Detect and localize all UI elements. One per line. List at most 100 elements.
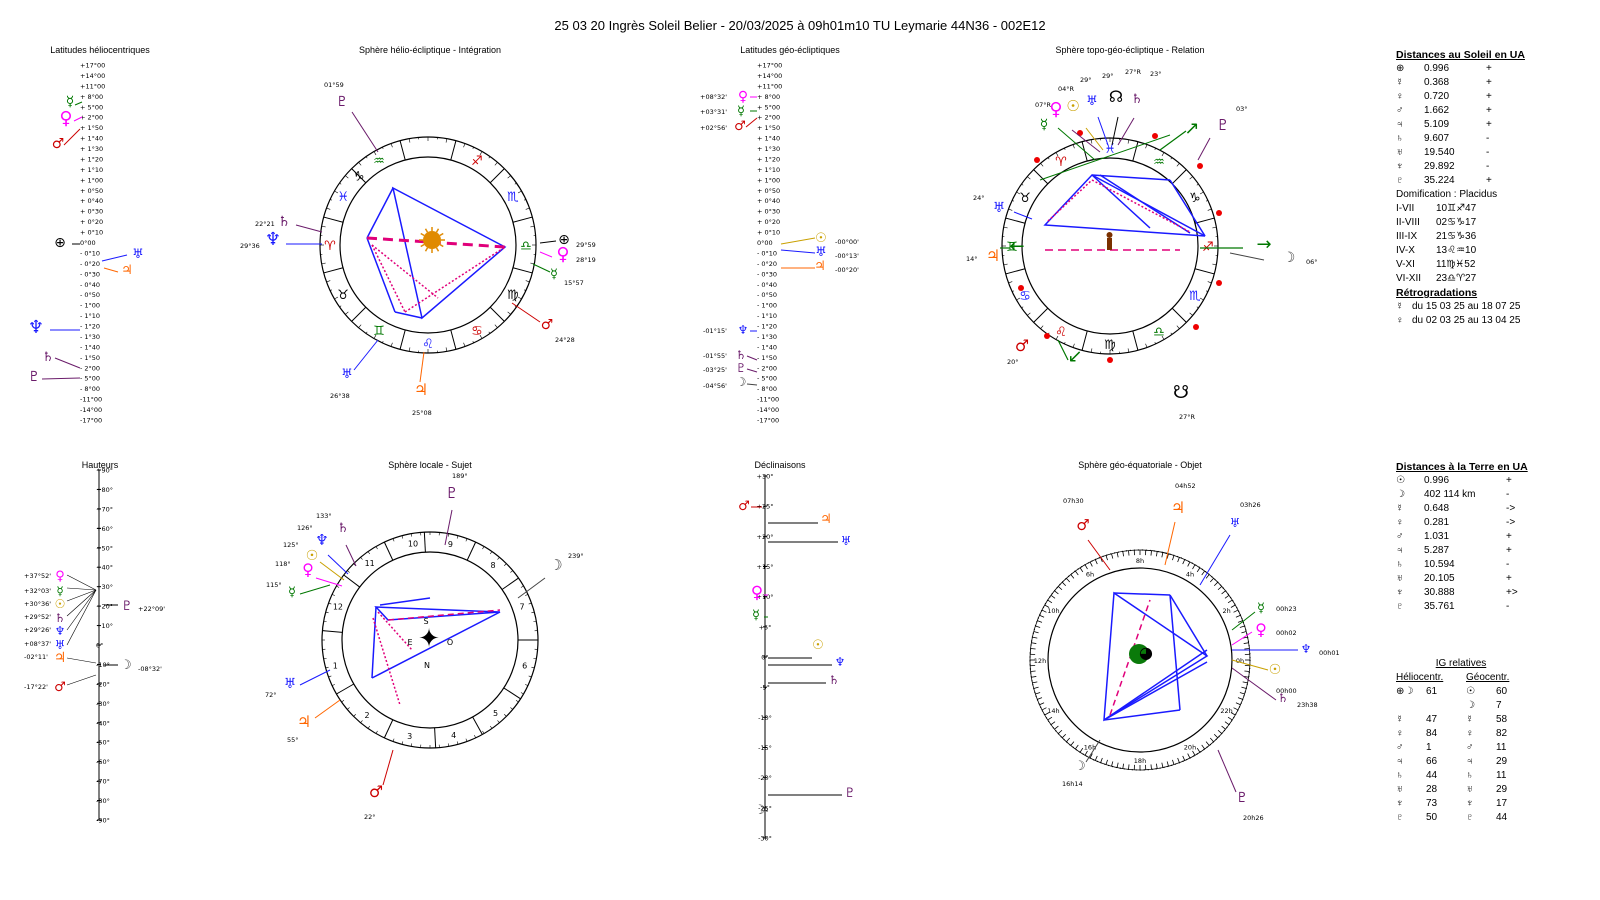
local-degree-tick <box>347 707 350 710</box>
equat-hour-tick <box>1230 712 1236 716</box>
topo-aspect-line <box>1091 174 1151 229</box>
local-house-division <box>383 719 394 739</box>
connector-line <box>353 339 379 371</box>
trend-sign: - <box>1506 601 1510 612</box>
equat-hour-tick <box>1122 763 1124 769</box>
equat-label: 00h23 <box>1276 605 1297 613</box>
helio-wheel-degree-tick <box>523 199 527 201</box>
helio-label: 15°57 <box>564 279 584 287</box>
local-degree-tick <box>474 735 476 739</box>
equat-hour-tick <box>1054 590 1059 595</box>
connector-line <box>1013 211 1033 220</box>
human-head <box>1106 232 1113 238</box>
local-degree-tick <box>489 725 493 729</box>
pluto-glyph: ♇ <box>445 484 458 502</box>
equat-hour-tick <box>1239 625 1245 628</box>
helio-value: 28 <box>1426 784 1438 795</box>
planet-glyph: ♄ <box>1396 559 1404 570</box>
equat-hour-tick <box>1239 692 1245 695</box>
ic-arrow-icon: ↙ <box>1067 346 1082 367</box>
topo-wheel-degree-tick <box>1016 191 1021 195</box>
helio-wheel-degree-tick <box>530 216 533 218</box>
helio-wheel-degree-tick <box>514 305 517 308</box>
equat-hour-tick <box>1084 564 1088 570</box>
trend-sign: + <box>1486 77 1492 88</box>
ig-row: ☿ 47 ☿ 58 <box>1396 713 1596 727</box>
helio-lat-tick-label: - 0°30 <box>80 270 100 278</box>
helio-value: 50 <box>1426 812 1438 823</box>
local-house-division <box>423 532 426 553</box>
equat-label: 00h01 <box>1319 649 1340 657</box>
local-label: 126° <box>297 524 313 532</box>
local-label: 22° <box>364 813 376 821</box>
connector-line <box>1085 739 1101 763</box>
helio-lat-tick-label: - 1°20 <box>80 323 100 331</box>
ig-row: ♄ 44 ♄ 11 <box>1396 769 1596 783</box>
equat-hour-tick <box>1196 567 1201 573</box>
uranus-glyph: ♅ <box>341 367 353 382</box>
equat-hour-tick <box>1030 670 1036 672</box>
helio-wheel-degree-tick <box>323 216 326 218</box>
equat-hour-tick <box>1242 681 1248 684</box>
height-label: -08°32' <box>138 665 162 673</box>
equat-aspect-line <box>1103 709 1181 721</box>
geo-glyph: ☽ <box>1466 700 1475 711</box>
local-degree-tick <box>375 730 378 734</box>
geo-lat-label: -00°13' <box>835 252 859 260</box>
house-cusp-dot <box>1044 333 1050 339</box>
neptune-glyph: ♆ <box>835 655 846 669</box>
equat-hour-tick <box>1192 750 1196 756</box>
local-degree-tick <box>497 557 500 560</box>
topo-wheel-sign-glyph: ♉ <box>1019 191 1031 206</box>
helio-value: 84 <box>1426 728 1438 739</box>
saturn-glyph: ♄ <box>736 348 747 362</box>
saturn-glyph: ♄ <box>829 673 840 687</box>
helio-lat-tick-label: + 1°50 <box>80 124 103 132</box>
local-degree-tick <box>353 714 356 717</box>
trend-sign: -> <box>1506 517 1516 528</box>
connector-line <box>780 237 816 245</box>
distance-value: 19.540 <box>1424 147 1455 158</box>
equat-hour-tick <box>1084 750 1088 756</box>
helio-wheel-degree-tick <box>390 342 393 347</box>
heights-tick-label: -70° <box>96 778 110 786</box>
local-degree-tick <box>456 535 459 539</box>
earth-distance-header: Distances à la Terre en UA <box>1396 461 1528 473</box>
planet-glyph: ♀ <box>1396 517 1404 528</box>
trend-sign: + <box>1486 105 1492 116</box>
helio-wheel-degree-tick <box>517 296 522 300</box>
topo-wheel-division <box>1033 169 1049 185</box>
equat-hour-tick <box>1047 599 1053 604</box>
trend-sign: -> <box>1506 503 1516 514</box>
trend-sign: + <box>1506 545 1512 556</box>
local-aspect-triangle <box>374 606 501 621</box>
helio-wheel-sign-glyph: ♓ <box>337 190 349 205</box>
topo-wheel-degree-tick <box>1145 144 1148 149</box>
house-cusp-dot <box>1197 163 1203 169</box>
decl-tick-label: -15° <box>758 744 772 752</box>
equat-hour-tick <box>1237 620 1243 623</box>
sun-ray <box>439 232 444 237</box>
jupiter-glyph: ♃ <box>121 263 133 278</box>
connector-line <box>511 302 541 323</box>
local-label: 239° <box>568 552 584 560</box>
connector-line <box>66 657 97 664</box>
venus-glyph: ♀ <box>1049 99 1062 120</box>
retro-row: ☿ du 15 03 25 au 18 07 25 <box>1396 300 1596 314</box>
equat-hour-tick <box>1079 747 1084 753</box>
sun-distance-row: ♆ 29.892 - <box>1396 160 1596 174</box>
helio-wheel-degree-tick <box>502 168 505 171</box>
topo-wheel-degree-tick <box>1021 183 1024 186</box>
mars-glyph: ♂ <box>738 499 750 514</box>
topo-wheel-degree-tick <box>1008 208 1013 211</box>
retro-period: du 15 03 25 au 18 07 25 <box>1412 301 1521 312</box>
heights-tick-label: -10° <box>96 661 110 669</box>
equat-hour-tick <box>1031 676 1037 678</box>
equat-hour-tick <box>1224 721 1230 725</box>
helio-wheel-degree-tick <box>323 272 326 274</box>
topo-wheel-degree-tick <box>1055 335 1059 340</box>
house-row: VI-XII 23♎♈27 <box>1396 272 1596 286</box>
helio-aspect-line <box>366 237 396 313</box>
equat-hour-tick <box>1209 577 1214 583</box>
